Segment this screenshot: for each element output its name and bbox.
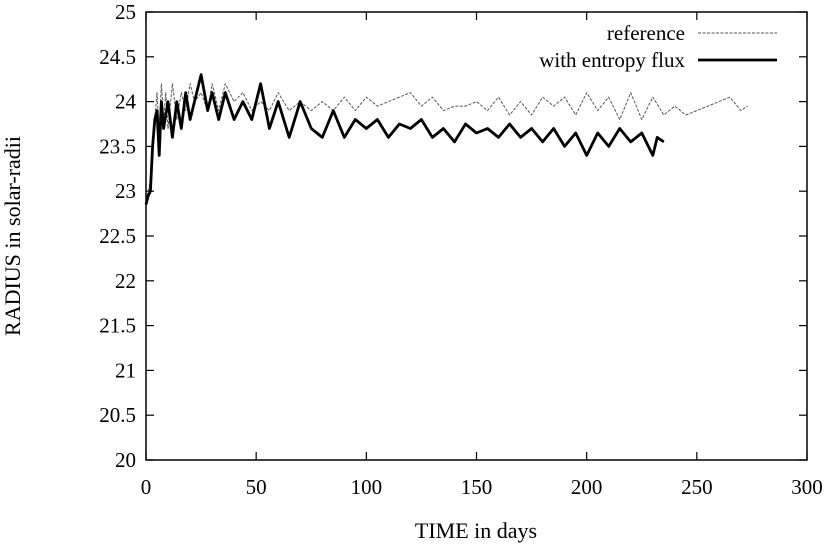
y-axis-title: RADIUS in solar-radii — [0, 136, 25, 336]
x-tick-label: 300 — [791, 475, 823, 499]
y-tick-label: 20.5 — [99, 403, 136, 427]
plot-frame — [145, 11, 808, 461]
x-tick-label: 100 — [351, 475, 383, 499]
y-tick-label: 24.5 — [99, 45, 136, 69]
x-tick-label: 200 — [571, 475, 603, 499]
y-axis-ticks: 20 20.5 21 21.5 22 22.5 23 23.5 24 24.5 25 — [99, 0, 807, 472]
y-tick-label: 22.5 — [99, 224, 136, 248]
series-layer — [144, 73, 748, 205]
y-tick-label: 21.5 — [99, 314, 136, 338]
x-tick-label: 250 — [681, 475, 713, 499]
y-tick-label: 21 — [115, 358, 136, 382]
y-tick-label: 20 — [115, 448, 136, 472]
x-tick-label: 0 — [141, 475, 152, 499]
y-tick-label: 24 — [115, 90, 137, 114]
legend: reference with entropy flux — [539, 21, 777, 72]
y-tick-label: 23 — [115, 179, 136, 203]
series-line-with-entropy-flux — [144, 73, 665, 205]
legend-label: reference — [607, 21, 685, 45]
y-tick-label: 23.5 — [99, 134, 136, 158]
y-tick-label: 22 — [115, 269, 136, 293]
x-tick-label: 150 — [461, 475, 493, 499]
x-tick-label: 50 — [246, 475, 267, 499]
x-axis-title: TIME in days — [415, 518, 537, 543]
x-axis-ticks: 0 50 100 150 200 250 300 — [141, 12, 823, 499]
y-tick-label: 25 — [115, 0, 136, 24]
legend-label: with entropy flux — [539, 48, 685, 72]
